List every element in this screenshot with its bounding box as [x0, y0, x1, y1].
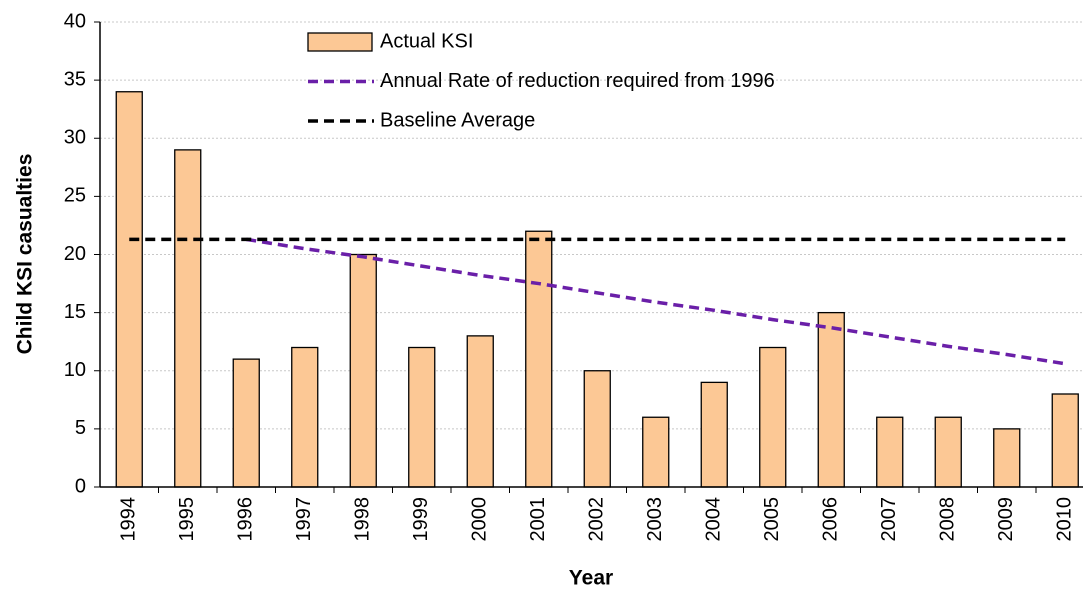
bar: [466, 335, 494, 488]
y-tick-label: 0: [75, 475, 86, 497]
x-tick-label: 1998: [352, 497, 374, 542]
x-tick-label: 2004: [703, 497, 725, 542]
x-tick-label: 2006: [820, 497, 842, 542]
y-tick-label: 25: [64, 185, 86, 207]
y-tick-label: 30: [64, 127, 86, 149]
bar: [115, 91, 143, 488]
x-tick-label: 2005: [761, 497, 783, 542]
legend-swatch: [307, 32, 373, 52]
bar: [642, 416, 670, 488]
bar: [583, 370, 611, 488]
y-tick-label: 10: [64, 359, 86, 381]
bar: [993, 428, 1021, 488]
x-tick-label: 2003: [644, 497, 666, 542]
y-axis-title: Child KSI casualties: [14, 154, 37, 355]
bar: [174, 149, 202, 488]
legend-label: Actual KSI: [380, 30, 473, 52]
x-tick-label: 2001: [527, 497, 549, 542]
bar: [525, 230, 553, 488]
bar: [759, 346, 787, 488]
x-tick-label: 2007: [878, 497, 900, 542]
bar: [291, 346, 319, 488]
x-axis-title: Year: [569, 567, 613, 590]
bar: [876, 416, 904, 488]
bar: [934, 416, 962, 488]
bar: [408, 346, 436, 488]
bar: [232, 358, 260, 488]
legend-label: Annual Rate of reduction required from 1…: [380, 70, 775, 92]
bar: [349, 253, 377, 488]
line: [245, 237, 1066, 366]
bar: [817, 311, 845, 488]
x-tick-label: 1997: [293, 497, 315, 542]
y-tick-label: 40: [64, 10, 86, 32]
x-tick-label: 1996: [235, 497, 257, 542]
x-tick-label: 2008: [937, 497, 959, 542]
bar: [1051, 393, 1079, 488]
bar: [700, 381, 728, 488]
legend-label: Baseline Average: [380, 109, 535, 131]
y-tick-label: 35: [64, 68, 86, 90]
x-tick-label: 2009: [995, 497, 1017, 542]
y-tick-label: 15: [64, 301, 86, 323]
x-tick-label: 1999: [410, 497, 432, 542]
x-tick-label: 2010: [1054, 497, 1076, 542]
x-tick-label: 2002: [586, 497, 608, 542]
x-tick-label: 1994: [118, 497, 140, 542]
x-tick-label: 1995: [176, 497, 198, 542]
y-tick-label: 20: [64, 243, 86, 265]
x-tick-label: 2000: [469, 497, 491, 542]
y-tick-label: 5: [75, 417, 86, 439]
